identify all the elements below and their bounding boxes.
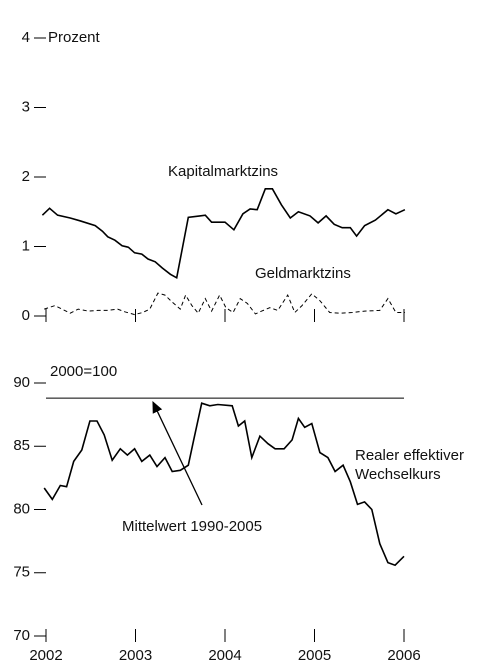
y-tick-label: 1 — [22, 237, 30, 254]
y-tick-label: 85 — [13, 437, 30, 454]
y-axis-label: Prozent — [48, 29, 100, 46]
y-tick-label: 4 — [22, 29, 30, 46]
x-tick-label: 2004 — [208, 647, 241, 664]
x-tick-label: 2002 — [29, 647, 62, 664]
x-tick-label: 2003 — [119, 647, 152, 664]
y-tick-label: 0 — [22, 307, 30, 324]
y-tick-label: 90 — [13, 374, 30, 391]
annotation-arrow — [152, 401, 203, 506]
y-tick-label: 80 — [13, 500, 30, 517]
y-tick-label: 2 — [22, 168, 30, 185]
y-tick-label: 3 — [22, 98, 30, 115]
series-label: Realer effektiver Wechselkurs — [355, 447, 464, 483]
series-line — [44, 292, 405, 316]
series-line — [41, 188, 406, 280]
series-line — [43, 402, 405, 567]
x-tick-label: 2005 — [298, 647, 331, 664]
y-axis-label: 2000=100 — [50, 363, 118, 380]
annotation: Mittelwert 1990-2005 — [122, 518, 263, 535]
x-tick-label: 2006 — [387, 647, 420, 664]
series-label: Geldmarktzins — [255, 265, 351, 282]
y-tick-label: 75 — [13, 564, 30, 581]
series-label: Kapitalmarktzins — [168, 163, 279, 180]
y-tick-label: 70 — [13, 627, 30, 644]
